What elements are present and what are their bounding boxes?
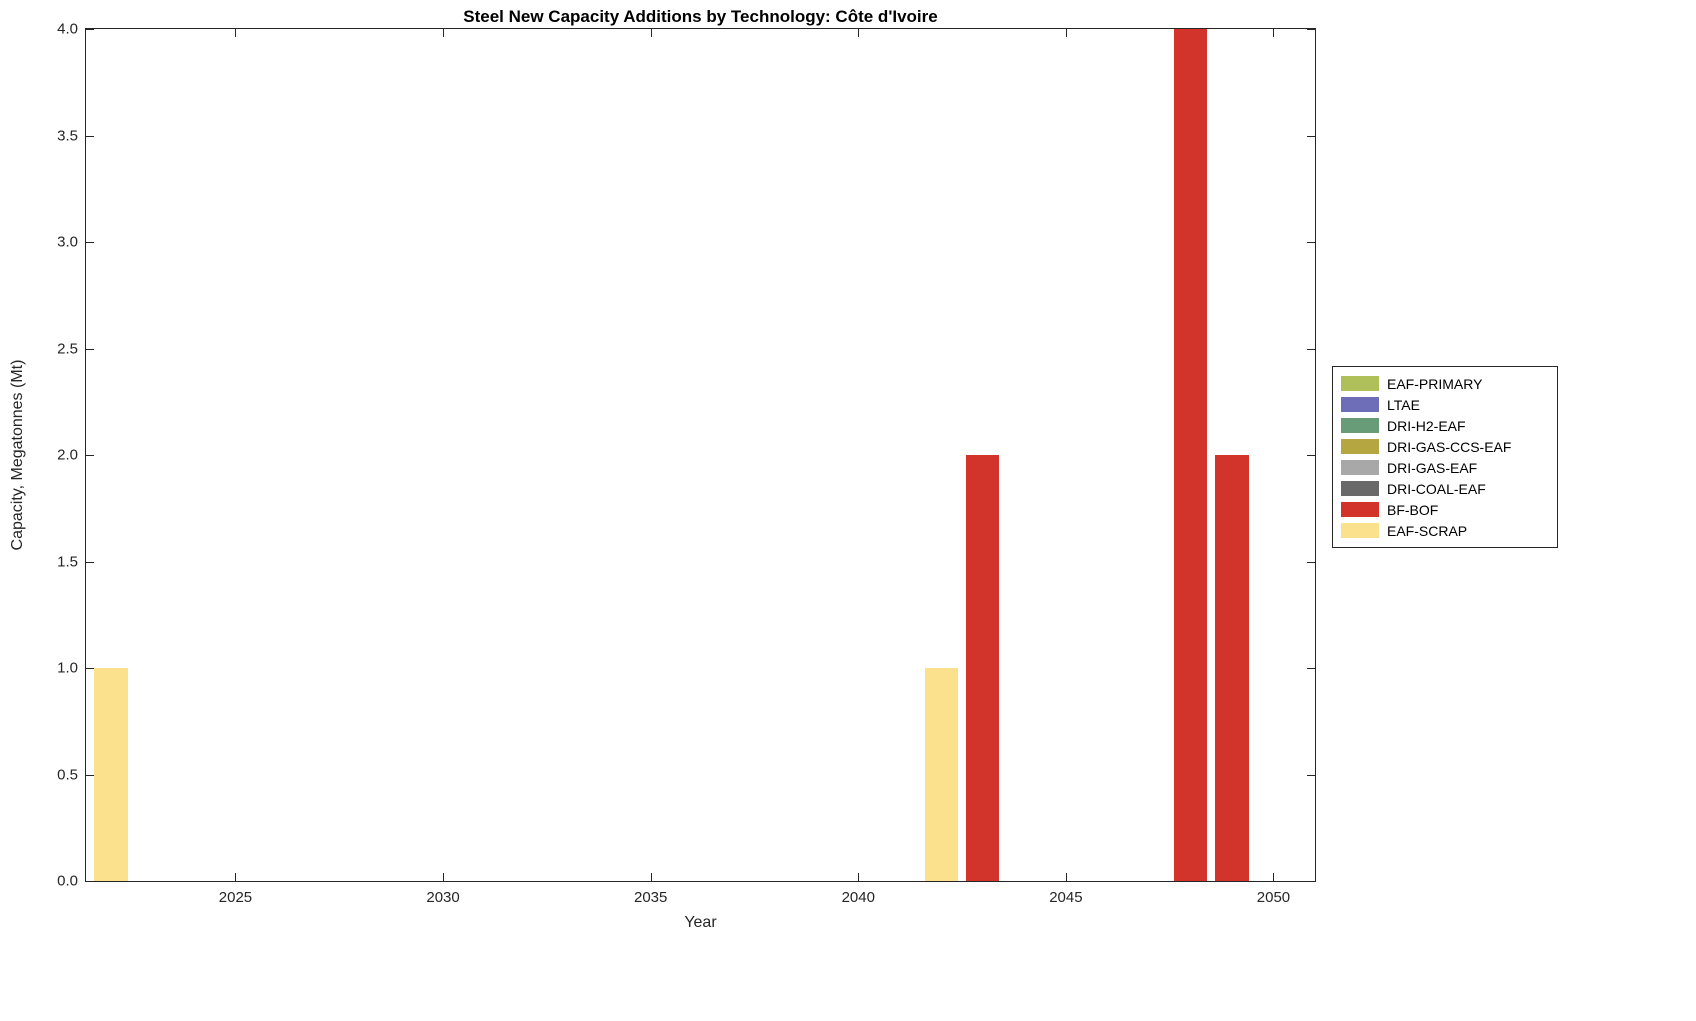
x-tick bbox=[235, 29, 237, 37]
x-tick-label: 2035 bbox=[633, 889, 668, 906]
y-tick bbox=[86, 668, 94, 669]
y-tick bbox=[1307, 242, 1315, 243]
legend-row-ltae: LTAE bbox=[1341, 394, 1549, 415]
legend-label: EAF-SCRAP bbox=[1387, 522, 1468, 539]
y-tick bbox=[86, 135, 94, 137]
y-tick-label: 4.0 bbox=[57, 20, 78, 38]
legend-label: DRI-H2-EAF bbox=[1387, 417, 1466, 434]
y-tick-label: 0.0 bbox=[57, 872, 78, 890]
legend-swatch bbox=[1341, 397, 1379, 412]
bar-bf-bof-2049 bbox=[1215, 455, 1249, 881]
legend-label: LTAE bbox=[1387, 396, 1420, 413]
y-tick bbox=[1307, 881, 1315, 882]
legend-label: DRI-GAS-EAF bbox=[1387, 459, 1478, 476]
legend-row-dri-gas-ccs-eaf: DRI-GAS-CCS-EAF bbox=[1341, 436, 1549, 457]
y-tick bbox=[86, 348, 94, 350]
legend-label: BF-BOF bbox=[1387, 501, 1439, 518]
y-tick bbox=[86, 455, 94, 456]
legend-swatch bbox=[1341, 523, 1379, 538]
y-tick-label: 2.5 bbox=[57, 340, 78, 357]
x-tick bbox=[443, 29, 445, 37]
legend-row-dri-coal-eaf: DRI-COAL-EAF bbox=[1341, 478, 1549, 499]
legend-row-bf-bof: BF-BOF bbox=[1341, 499, 1549, 520]
y-axis-label: Capacity, Megatonnes (Mt) bbox=[9, 359, 26, 551]
x-tick bbox=[1273, 29, 1275, 37]
legend-swatch bbox=[1341, 376, 1379, 391]
bar-eaf-scrap-2022 bbox=[94, 668, 128, 881]
legend-row-eaf-scrap: EAF-SCRAP bbox=[1341, 520, 1549, 541]
x-tick bbox=[650, 29, 652, 37]
y-tick bbox=[1307, 348, 1315, 350]
legend-row-dri-h2-eaf: DRI-H2-EAF bbox=[1341, 415, 1549, 436]
y-tick bbox=[1307, 135, 1315, 137]
x-tick-label: 2025 bbox=[218, 889, 253, 906]
y-tick bbox=[1307, 668, 1315, 669]
x-tick bbox=[858, 873, 860, 881]
bar-eaf-scrap-2042 bbox=[924, 668, 958, 881]
y-tick-label: 1.5 bbox=[57, 553, 78, 570]
y-tick-label: 0.5 bbox=[57, 766, 78, 783]
legend-swatch bbox=[1341, 439, 1379, 454]
legend-swatch bbox=[1341, 418, 1379, 433]
x-tick-label: 2040 bbox=[841, 889, 875, 906]
x-tick bbox=[1065, 873, 1067, 881]
legend-swatch bbox=[1341, 460, 1379, 475]
chart-title: Steel New Capacity Additions by Technolo… bbox=[463, 7, 938, 26]
x-tick bbox=[858, 29, 860, 37]
y-tick bbox=[86, 881, 94, 882]
y-tick bbox=[86, 774, 94, 776]
y-tick-label: 2.0 bbox=[57, 446, 78, 464]
legend-label: DRI-COAL-EAF bbox=[1387, 480, 1486, 497]
y-tick-label: 1.0 bbox=[57, 659, 78, 677]
x-tick bbox=[650, 873, 652, 881]
y-tick bbox=[86, 242, 94, 243]
x-tick bbox=[1273, 873, 1275, 881]
x-tick-label: 2050 bbox=[1256, 889, 1291, 906]
y-tick bbox=[86, 561, 94, 563]
bar-bf-bof-2043 bbox=[966, 455, 1000, 881]
plot-area bbox=[85, 28, 1316, 882]
bar-bf-bof-2048 bbox=[1173, 29, 1208, 881]
y-tick bbox=[86, 29, 94, 30]
y-tick bbox=[1307, 561, 1315, 563]
x-tick-label: 2030 bbox=[426, 889, 460, 906]
y-tick-label: 3.5 bbox=[57, 127, 78, 144]
x-axis-label: Year bbox=[684, 914, 717, 931]
y-tick bbox=[1307, 774, 1315, 776]
legend-label: DRI-GAS-CCS-EAF bbox=[1387, 438, 1512, 455]
y-tick bbox=[1307, 455, 1315, 456]
legend: EAF-PRIMARY LTAE DRI-H2-EAF DRI-GAS-CCS-EAF… bbox=[1332, 366, 1558, 548]
x-tick bbox=[235, 873, 237, 881]
x-tick bbox=[443, 873, 445, 881]
legend-row-dri-gas-eaf: DRI-GAS-EAF bbox=[1341, 457, 1549, 478]
x-tick-label: 2045 bbox=[1049, 889, 1083, 906]
legend-swatch bbox=[1341, 481, 1379, 496]
legend-swatch bbox=[1341, 502, 1379, 517]
y-tick-label: 3.0 bbox=[57, 233, 78, 251]
legend-label: EAF-PRIMARY bbox=[1387, 375, 1483, 392]
x-tick bbox=[1065, 29, 1067, 37]
y-tick bbox=[1307, 29, 1315, 30]
legend-row-eaf-primary: EAF-PRIMARY bbox=[1341, 373, 1549, 394]
